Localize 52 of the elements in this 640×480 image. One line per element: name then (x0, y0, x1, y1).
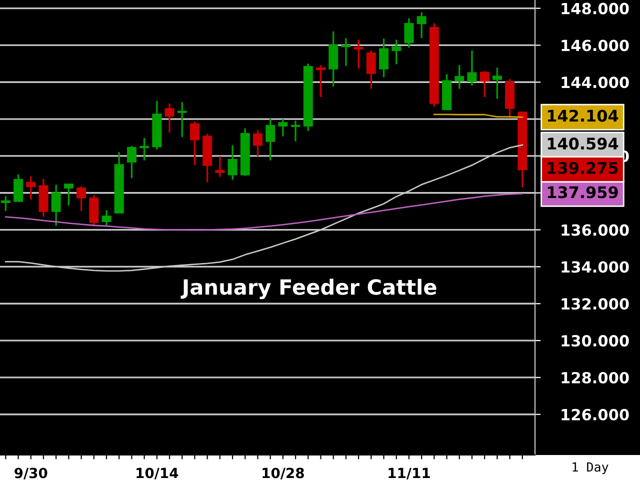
x-tick-label: 10/28 (262, 468, 304, 480)
candlestick (266, 117, 276, 162)
data-label: 137.959 (548, 186, 618, 198)
candlestick (228, 144, 238, 181)
x-tick-label: 9/30 (14, 468, 48, 480)
data-label: 140.594 (548, 138, 618, 150)
candlestick (164, 102, 174, 134)
candlestick (316, 64, 326, 98)
y-tick-label: 130.000 (562, 335, 629, 347)
candlestick (51, 184, 61, 227)
candlestick (366, 50, 376, 90)
candlestick (14, 174, 24, 202)
candlestick (480, 70, 490, 98)
candlestick (26, 175, 36, 200)
candlestick (89, 194, 99, 226)
candlestick (126, 144, 136, 179)
candlestick (102, 209, 112, 228)
candlestick (190, 120, 200, 166)
candlestick (140, 137, 150, 162)
y-tick-label: 128.000 (562, 372, 629, 384)
candlestick (341, 37, 351, 67)
data-label: 142.104 (548, 110, 618, 122)
candlestick (177, 101, 187, 138)
candlestick (379, 38, 389, 78)
candlestick (416, 12, 426, 39)
candlestick (252, 129, 262, 157)
candlestick (0, 195, 10, 212)
candlestick (467, 50, 477, 86)
y-tick-label: 136.000 (562, 224, 629, 236)
candlestick (278, 118, 288, 138)
y-tick-label: 144.000 (562, 76, 629, 88)
x-tick-label: 10/14 (136, 468, 178, 480)
y-tick-label: 132.000 (562, 298, 629, 310)
candlestick (328, 30, 338, 88)
candlestick (290, 120, 300, 142)
text: January Feeder Cattle (180, 278, 436, 300)
y-tick-label: 126.000 (562, 408, 629, 420)
candlestick (215, 155, 225, 178)
y-tick-label: 134.000 (562, 261, 629, 273)
y-tick-label: 148.000 (562, 2, 629, 14)
candlestick (392, 38, 402, 66)
candlestick (454, 64, 464, 90)
candlestick (404, 17, 414, 49)
text: 139.275 (548, 162, 618, 174)
candlestick (492, 66, 502, 100)
candlestick (76, 185, 86, 212)
candlestick (354, 38, 364, 70)
candlestick (64, 182, 74, 206)
line-series (4, 192, 524, 231)
y-tick-label: 146.000 (562, 40, 629, 52)
x-tick-label: 11/11 (388, 468, 430, 480)
text: 1 Day (572, 462, 608, 474)
